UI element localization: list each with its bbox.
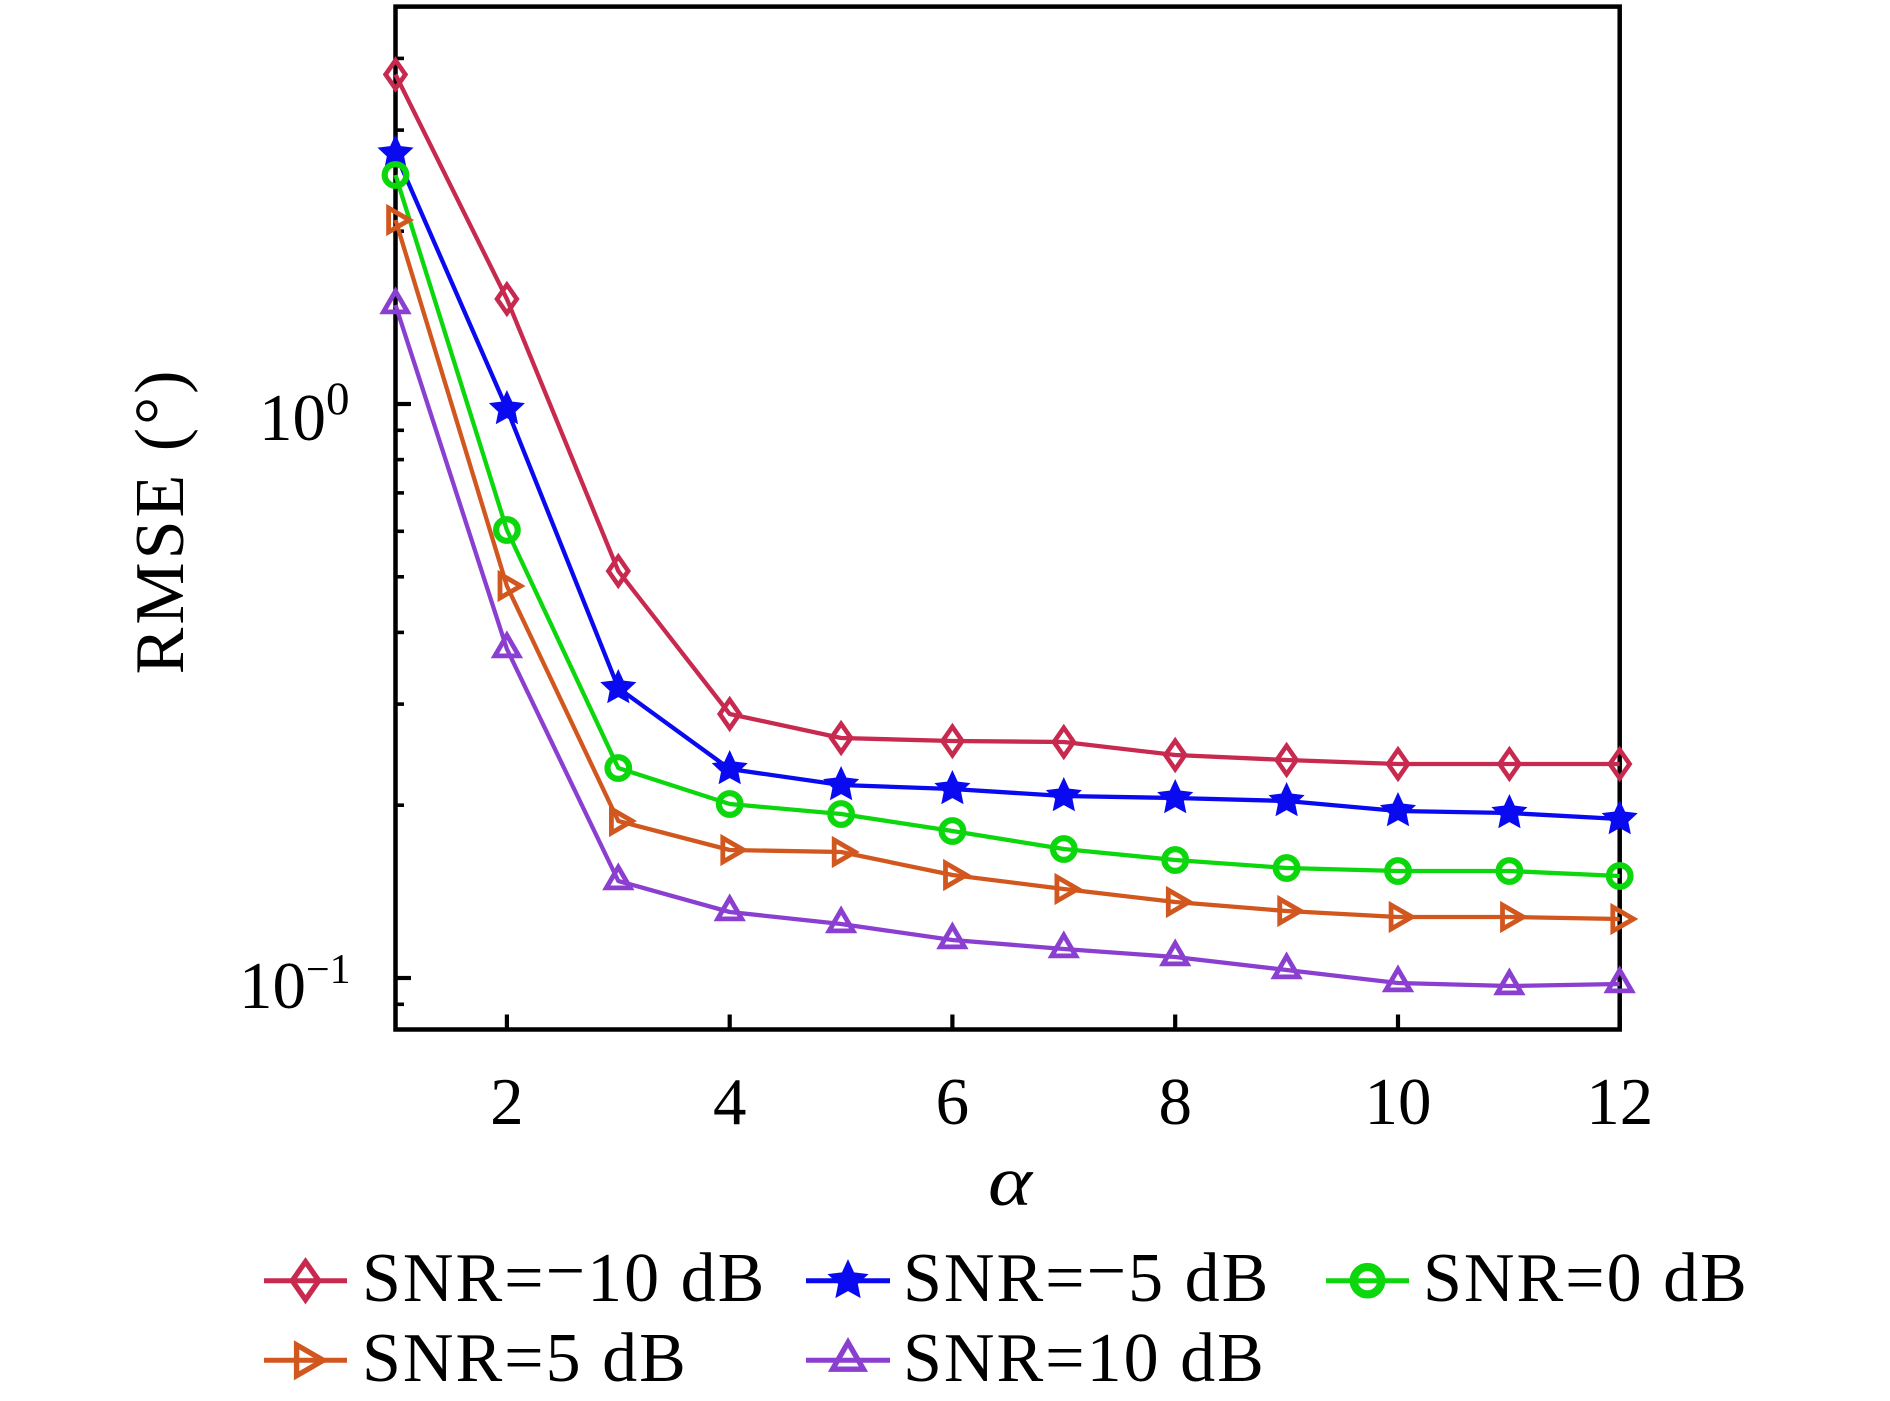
svg-text:2: 2 — [490, 1065, 524, 1139]
svg-text:12: 12 — [1586, 1065, 1653, 1139]
svg-text:10: 10 — [1365, 1065, 1432, 1139]
svg-text:6: 6 — [936, 1065, 970, 1139]
svg-text:4: 4 — [713, 1065, 747, 1139]
svg-text:SNR=−5 dB: SNR=−5 dB — [903, 1233, 1270, 1317]
svg-text:SNR=0 dB: SNR=0 dB — [1423, 1240, 1749, 1317]
svg-text:SNR=5 dB: SNR=5 dB — [362, 1320, 688, 1397]
svg-text:SNR=10 dB: SNR=10 dB — [903, 1320, 1266, 1397]
svg-text:RMSE (°): RMSE (°) — [122, 368, 199, 675]
svg-text:α: α — [988, 1142, 1034, 1221]
svg-text:SNR=−10 dB: SNR=−10 dB — [362, 1233, 766, 1317]
svg-text:8: 8 — [1158, 1065, 1192, 1139]
